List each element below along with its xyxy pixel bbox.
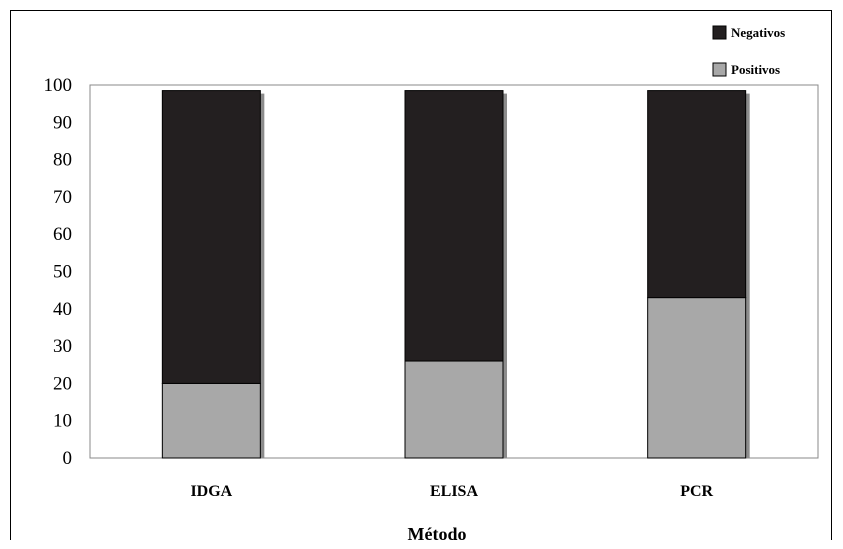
y-tick-label: 100 bbox=[44, 75, 73, 96]
bar-shadow bbox=[503, 93, 507, 458]
bar-shadow bbox=[745, 93, 750, 458]
y-tick-label: 90 bbox=[53, 112, 72, 133]
legend: Negativos Positivos bbox=[712, 25, 785, 77]
bar-positivos-idga bbox=[161, 382, 261, 459]
y-tick-label: 30 bbox=[53, 336, 72, 357]
chart-frame bbox=[10, 10, 832, 540]
x-axis-title: Método bbox=[408, 524, 467, 544]
bar-shadow bbox=[260, 93, 265, 458]
legend-swatch-positivos bbox=[712, 62, 727, 77]
y-axis-ticks: 0 10 20 30 40 50 60 70 80 90 100 bbox=[44, 75, 73, 469]
bar-positivos-elisa bbox=[404, 360, 504, 459]
bar-positivos-pcr bbox=[647, 297, 747, 459]
x-tick-label: PCR bbox=[680, 483, 713, 500]
x-tick-label: ELISA bbox=[430, 483, 478, 500]
y-tick-label: 70 bbox=[53, 187, 72, 208]
y-tick-label: 60 bbox=[53, 224, 72, 245]
bar-negativos-elisa bbox=[404, 90, 504, 362]
legend-swatch-negativos bbox=[712, 25, 727, 40]
y-tick-label: 40 bbox=[53, 299, 72, 320]
y-tick-label: 50 bbox=[53, 262, 72, 283]
y-tick-label: 80 bbox=[53, 150, 72, 171]
legend-label-positivos: Positivos bbox=[731, 62, 780, 77]
legend-label-negativos: Negativos bbox=[731, 25, 785, 40]
x-tick-label: IDGA bbox=[190, 483, 232, 500]
y-tick-label: 0 bbox=[63, 448, 73, 469]
x-axis-ticks: IDGA ELISA PCR bbox=[190, 483, 713, 500]
y-tick-label: 10 bbox=[53, 411, 72, 432]
bars-group bbox=[161, 90, 750, 459]
bar-negativos-idga bbox=[161, 90, 261, 384]
bar-negativos-pcr bbox=[647, 90, 747, 299]
y-tick-label: 20 bbox=[53, 373, 72, 394]
